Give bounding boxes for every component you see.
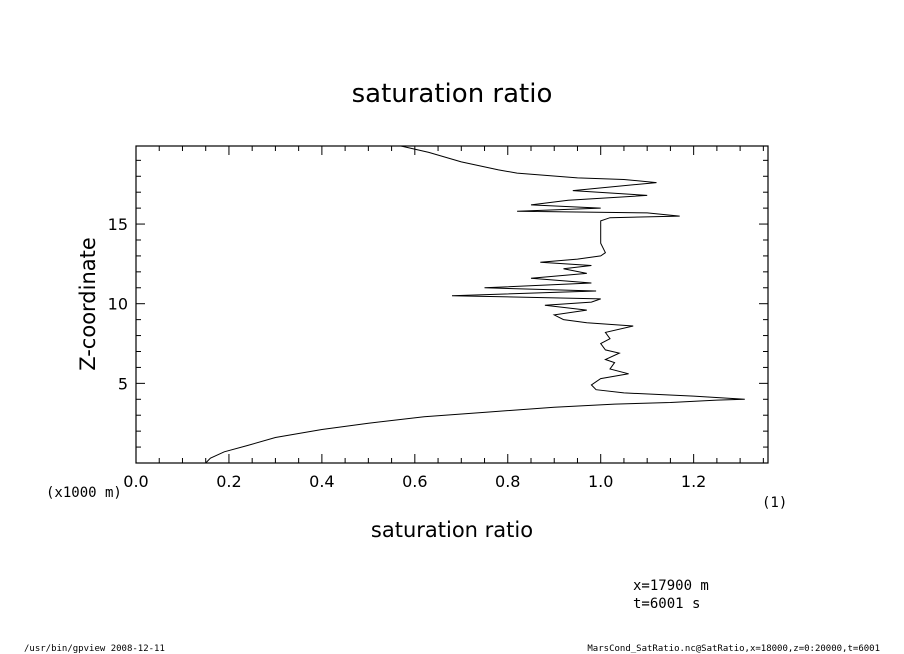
y-tick-label: 15 <box>108 215 128 234</box>
footer-left: /usr/bin/gpview 2008-12-11 <box>24 644 165 654</box>
x-axis-unit: (1) <box>762 495 787 511</box>
y-axis-unit: (x1000 m) <box>46 485 122 501</box>
x-axis-label: saturation ratio <box>371 518 533 542</box>
x-tick-label: 0.2 <box>216 472 241 491</box>
x-tick-labels: 0.0 0.2 0.4 0.6 0.8 1.0 1.2 <box>123 472 706 491</box>
plot-frame <box>135 145 769 464</box>
chart-title: saturation ratio <box>352 79 553 109</box>
x-tick-label: 1.2 <box>681 472 706 491</box>
x-tick-label: 0.4 <box>309 472 334 491</box>
x-tick-label: 0.8 <box>495 472 520 491</box>
y-tick-label: 5 <box>118 374 128 393</box>
series-line <box>205 145 745 464</box>
x-tick-label: 0.0 <box>123 472 148 491</box>
y-tick-labels: 5 10 15 <box>108 215 128 393</box>
x-position-info: x=17900 m <box>633 578 709 594</box>
y-tick-label: 10 <box>108 295 128 314</box>
footer-right: MarsCond_SatRatio.nc@SatRatio,x=18000,z=… <box>587 644 880 654</box>
x-tick-label: 1.0 <box>588 472 613 491</box>
axis-ticks <box>135 146 768 463</box>
time-info: t=6001 s <box>633 596 700 612</box>
x-tick-label: 0.6 <box>402 472 427 491</box>
y-axis-label: Z-coordinate <box>76 237 100 371</box>
